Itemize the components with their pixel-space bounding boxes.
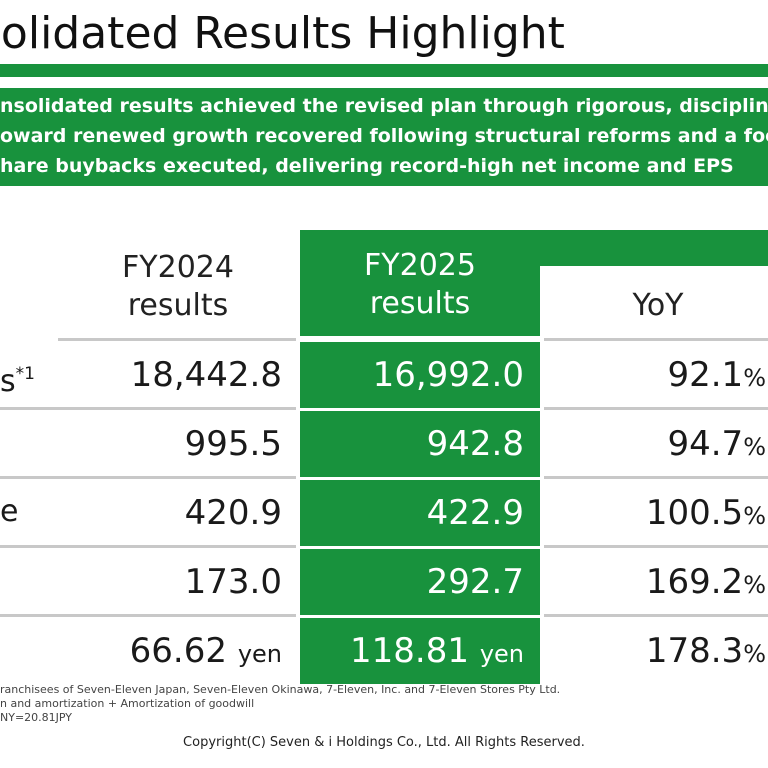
fy2025-value: 118.81 yen [350, 631, 524, 671]
header-rule-fy2024 [58, 338, 296, 341]
summary-box: nsolidated results achieved the revised … [0, 88, 768, 186]
fy2025-value: 942.8 [426, 424, 524, 464]
fy2025-cell-bg [300, 411, 540, 477]
yoy-value: 92.1% [667, 355, 766, 395]
row-divider [544, 614, 768, 617]
fy2025-value: 16,992.0 [372, 355, 524, 395]
fy2025-cell-bg [300, 618, 540, 684]
fy2025-value: 292.7 [426, 562, 524, 602]
copyright: Copyright(C) Seven & i Holdings Co., Ltd… [183, 735, 585, 750]
row-divider [544, 407, 768, 410]
row-divider [0, 614, 296, 617]
fy2025-cell-bg [300, 480, 540, 546]
row-divider [0, 407, 296, 410]
summary-line-1: nsolidated results achieved the revised … [0, 95, 768, 117]
page-title: solidated Results Highlight [0, 8, 565, 59]
fy2024-value: 420.9 [184, 493, 282, 533]
summary-line-2: oward renewed growth recovered following… [0, 125, 768, 147]
fy2024-value: 173.0 [184, 562, 282, 602]
footnote: ranchisees of Seven-Eleven Japan, Seven-… [0, 683, 561, 696]
yoy-value: 178.3% [645, 631, 766, 671]
fy2024-value: 995.5 [184, 424, 282, 464]
summary-line-3: hare buybacks executed, delivering recor… [0, 155, 734, 177]
fy2025-value: 422.9 [426, 493, 524, 533]
row-label: s*1 [0, 364, 35, 399]
yoy-value: 100.5% [645, 493, 766, 533]
row-divider [0, 545, 296, 548]
yoy-value: 94.7% [667, 424, 766, 464]
row-divider [544, 545, 768, 548]
row-divider [544, 476, 768, 479]
fy2024-value: 66.62 yen [129, 631, 282, 671]
fy2025-cell-bg [300, 342, 540, 408]
footnote: NY=20.81JPY [0, 711, 73, 724]
footnote: n and amortization + Amortization of goo… [0, 697, 255, 710]
header-rule-yoy [544, 338, 768, 341]
footnotes: ranchisees of Seven-Eleven Japan, Seven-… [0, 683, 560, 725]
title-underline [0, 64, 768, 77]
row-label: e [0, 494, 19, 529]
header-fy2024: FY2024 results [122, 250, 234, 323]
header-yoy: YoY [632, 288, 684, 323]
fy2025-cell-bg [300, 549, 540, 615]
header-fy2025: FY2025 results [364, 248, 476, 321]
row-divider [0, 476, 296, 479]
yoy-header-band [540, 230, 768, 266]
fy2024-value: 18,442.8 [130, 355, 282, 395]
fy2025-header-bg [300, 230, 540, 336]
yoy-value: 169.2% [645, 562, 766, 602]
